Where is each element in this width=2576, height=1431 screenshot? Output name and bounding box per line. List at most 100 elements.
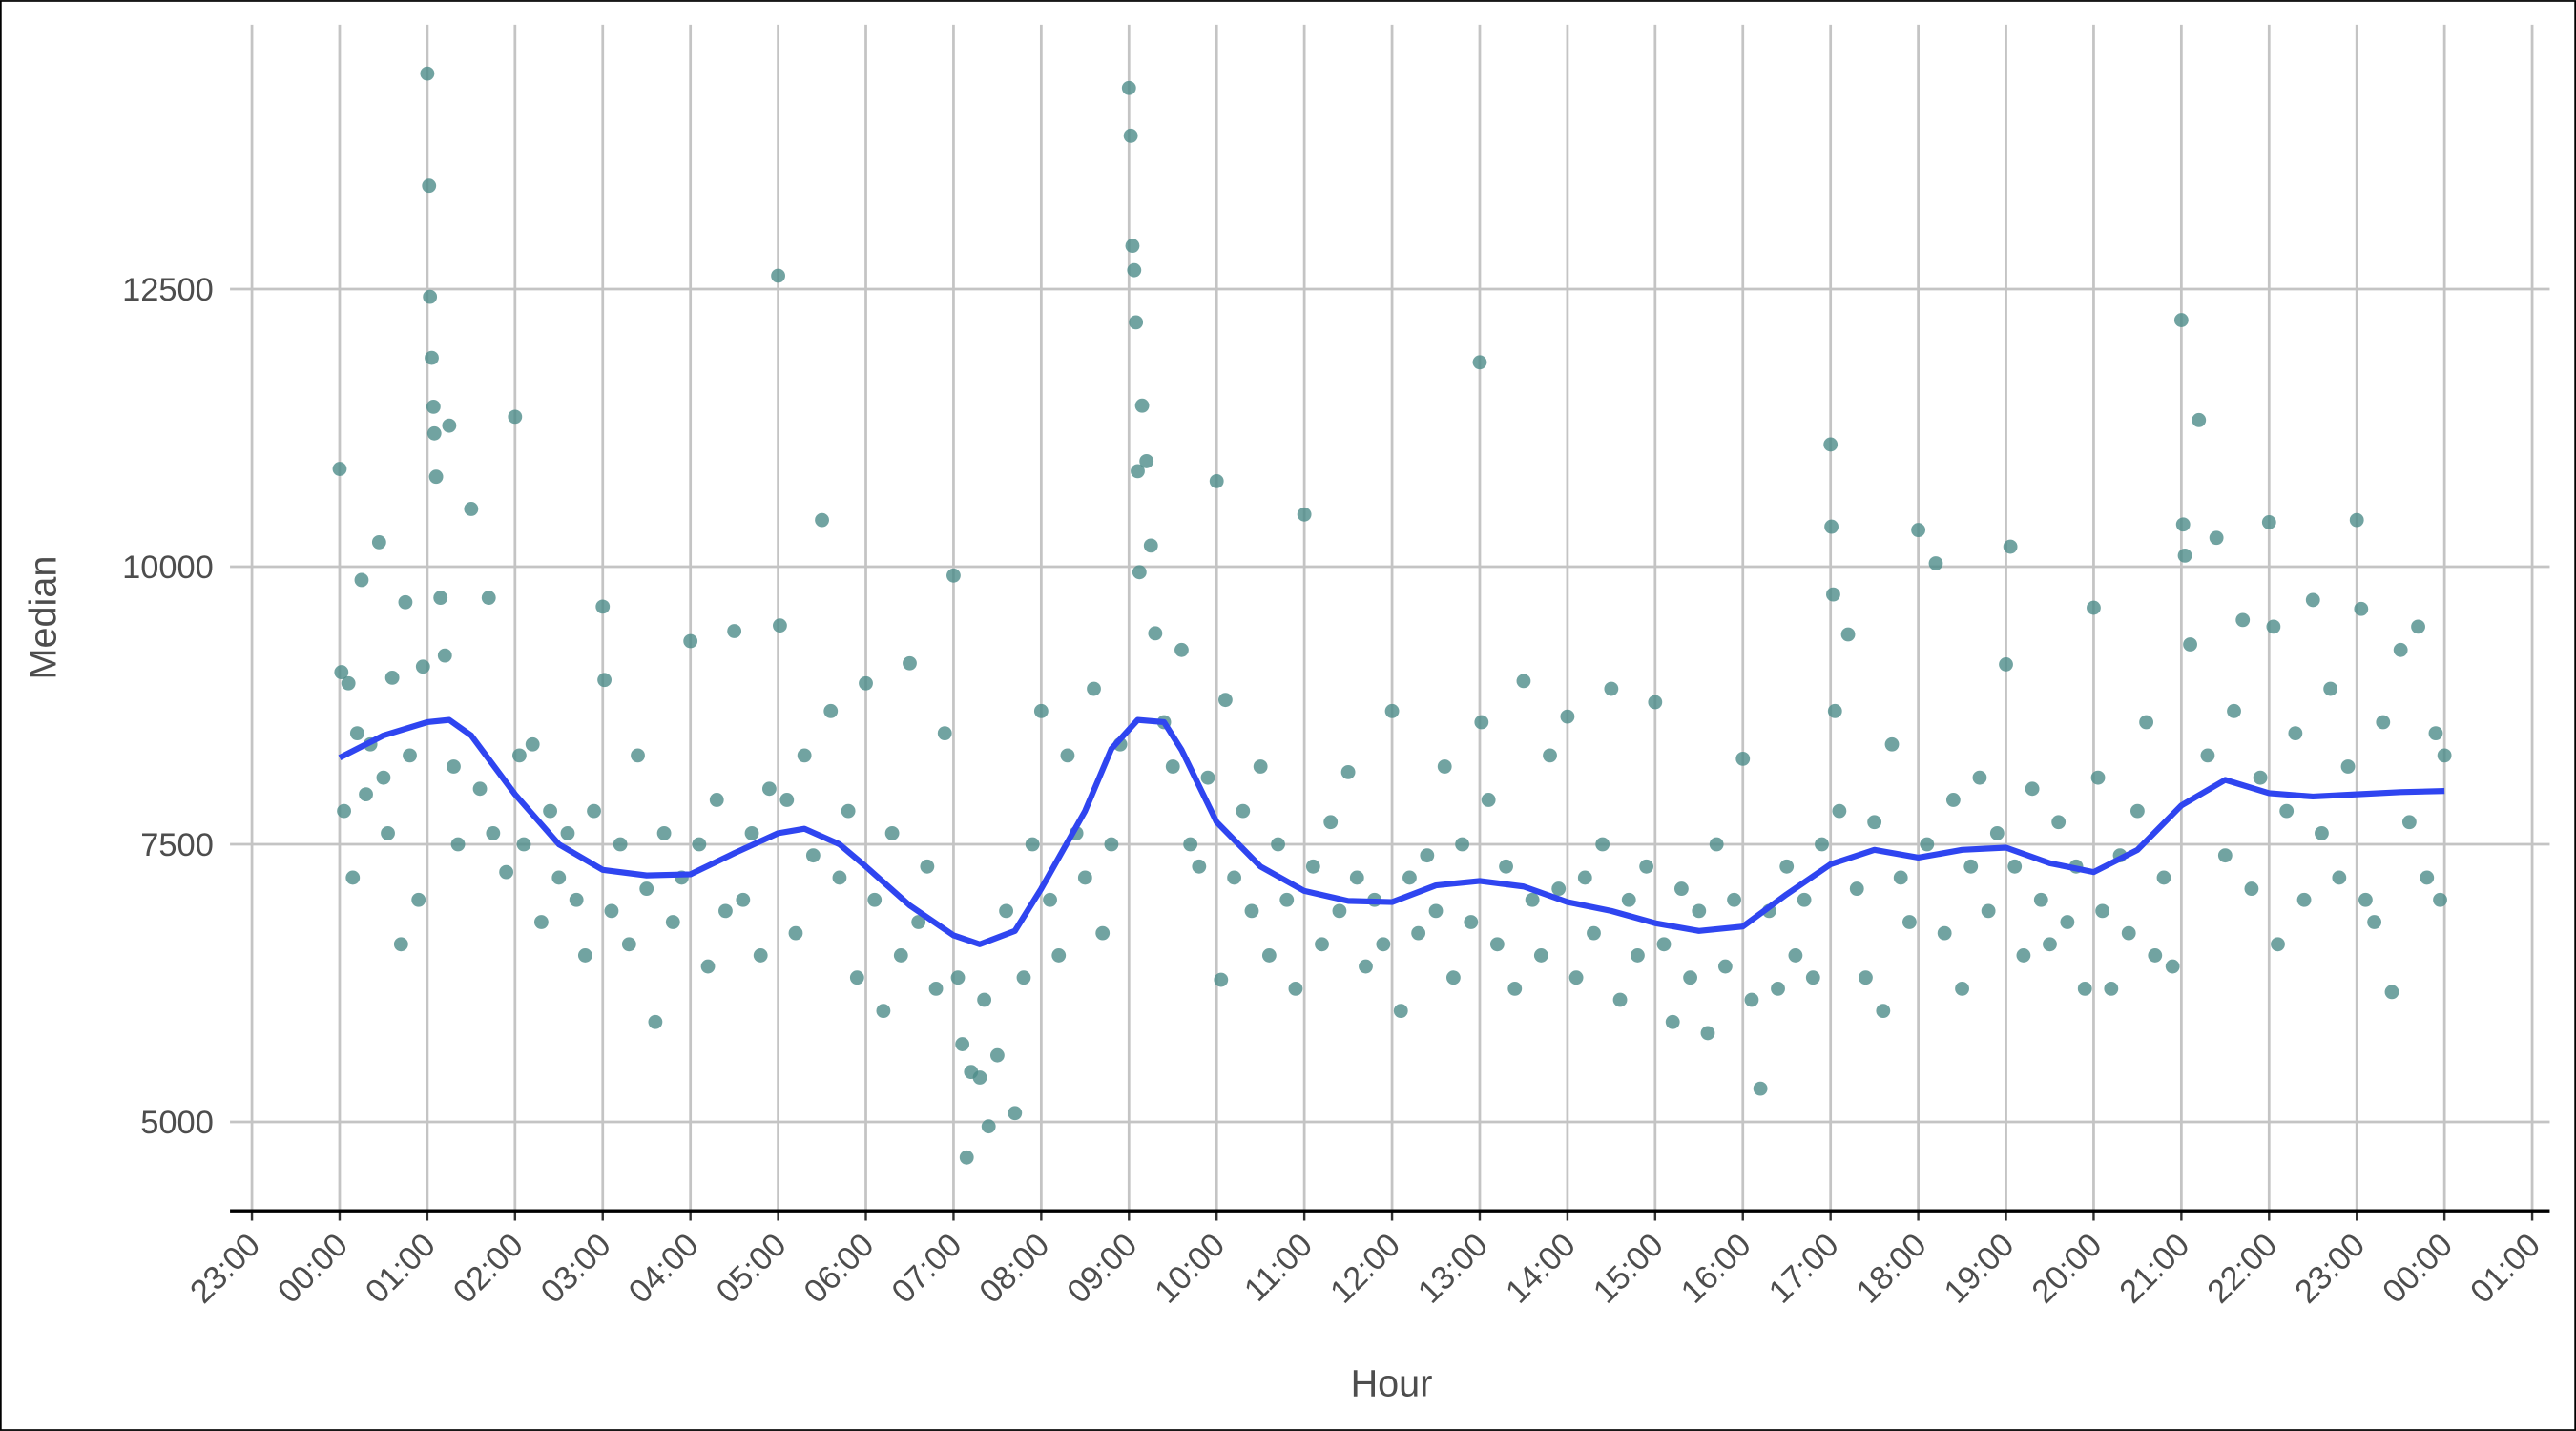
point xyxy=(2323,681,2338,696)
y-tick-label: 5000 xyxy=(140,1105,214,1141)
point xyxy=(937,726,952,741)
point xyxy=(2043,937,2057,952)
point xyxy=(551,870,567,885)
point xyxy=(1446,970,1461,985)
point xyxy=(656,825,672,840)
point xyxy=(2130,803,2145,819)
point xyxy=(1183,837,1198,852)
point xyxy=(1455,837,1470,852)
point xyxy=(2104,981,2119,996)
point xyxy=(422,178,437,194)
point xyxy=(1134,398,1150,413)
point xyxy=(1349,870,1364,885)
point xyxy=(893,948,908,963)
point xyxy=(398,594,413,610)
point xyxy=(946,568,961,583)
point xyxy=(805,848,821,863)
point xyxy=(1271,837,1285,852)
y-tick-label: 10000 xyxy=(122,550,214,586)
y-axis-title: Median xyxy=(23,556,65,680)
point xyxy=(1464,915,1479,929)
point xyxy=(560,825,575,840)
point xyxy=(2349,512,2364,528)
point xyxy=(1963,859,1979,874)
point xyxy=(1121,80,1136,95)
point xyxy=(1827,703,1842,718)
point xyxy=(426,425,442,441)
point xyxy=(1824,519,1839,534)
point xyxy=(2217,848,2233,863)
point xyxy=(1507,981,1523,996)
point xyxy=(1123,128,1138,143)
point xyxy=(1560,709,1575,724)
point xyxy=(2156,870,2171,885)
point xyxy=(2393,642,2408,657)
point xyxy=(1665,1014,1680,1029)
smooth-line xyxy=(338,716,2445,947)
point xyxy=(815,512,829,528)
point xyxy=(2148,948,2163,963)
point xyxy=(437,648,452,663)
point xyxy=(525,736,540,752)
point xyxy=(1928,556,1943,570)
point xyxy=(450,837,466,852)
point xyxy=(1516,674,1531,689)
point xyxy=(1288,981,1303,996)
point xyxy=(1253,759,1268,774)
point xyxy=(2007,859,2023,874)
point xyxy=(426,399,441,414)
point xyxy=(2200,748,2215,763)
point xyxy=(1132,565,1147,580)
point xyxy=(648,1014,663,1029)
point xyxy=(2003,539,2018,554)
point xyxy=(2033,892,2048,907)
point xyxy=(1209,473,1224,488)
point xyxy=(472,781,488,797)
point xyxy=(587,803,601,819)
point xyxy=(1859,970,1873,985)
point xyxy=(1214,972,1229,987)
point xyxy=(1945,793,1961,807)
point xyxy=(665,915,680,929)
point xyxy=(2261,515,2276,529)
point xyxy=(2173,313,2189,327)
point xyxy=(1788,948,1803,963)
point xyxy=(499,864,514,880)
point xyxy=(718,903,733,919)
point xyxy=(1648,695,1663,710)
point xyxy=(1393,1004,1408,1019)
point xyxy=(797,748,812,763)
point xyxy=(2165,959,2180,974)
point xyxy=(1955,981,1969,996)
point xyxy=(709,793,724,807)
point xyxy=(1551,881,1567,896)
point xyxy=(1025,837,1040,852)
point xyxy=(911,915,926,929)
point xyxy=(464,502,479,516)
point xyxy=(332,462,347,476)
point xyxy=(959,1150,974,1165)
point xyxy=(1104,837,1119,852)
point xyxy=(1884,736,1900,752)
point xyxy=(1437,759,1452,774)
point xyxy=(359,787,373,802)
point xyxy=(1805,970,1820,985)
point xyxy=(1472,355,1487,370)
point xyxy=(2183,637,2197,652)
point xyxy=(1709,837,1724,852)
point xyxy=(1840,627,1856,642)
point xyxy=(779,793,795,807)
point xyxy=(2428,726,2443,741)
point xyxy=(2139,715,2154,730)
point xyxy=(859,675,873,691)
point xyxy=(1771,981,1785,996)
point xyxy=(832,870,847,885)
point xyxy=(1700,1026,1715,1041)
point xyxy=(849,970,864,985)
point xyxy=(2332,870,2347,885)
point xyxy=(420,66,435,81)
point xyxy=(1815,837,1829,852)
point xyxy=(2288,726,2303,741)
point xyxy=(1129,315,1144,330)
